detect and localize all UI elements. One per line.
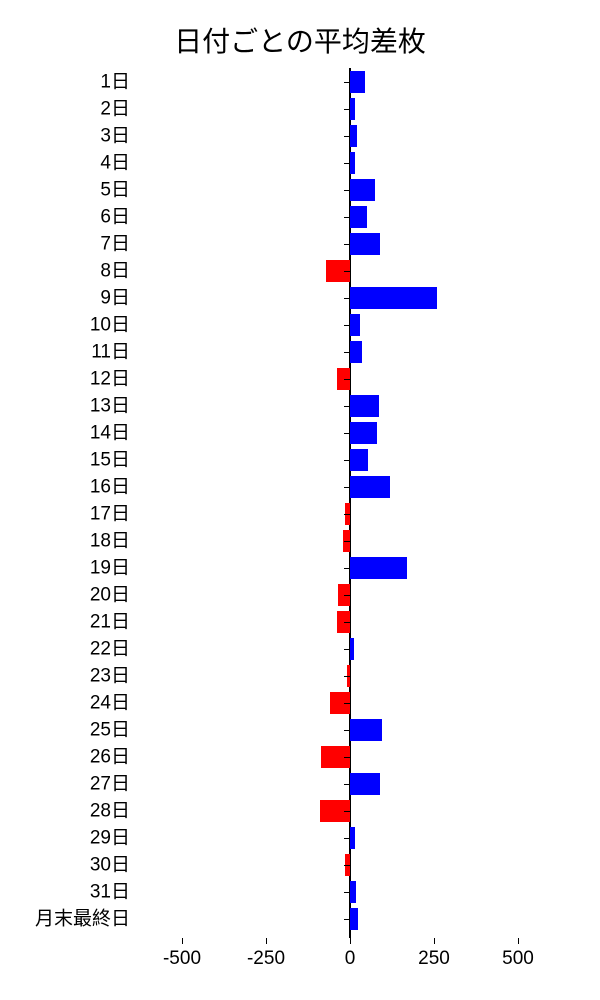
y-axis-label: 30日 bbox=[0, 856, 130, 875]
plot-area: 1日2日3日4日5日6日7日8日9日10日11日12日13日14日15日16日1… bbox=[140, 68, 560, 938]
y-tick bbox=[344, 163, 350, 164]
y-axis-label: 14日 bbox=[0, 424, 130, 443]
bar bbox=[350, 773, 380, 795]
bar bbox=[350, 908, 358, 930]
y-tick bbox=[344, 136, 350, 137]
y-tick bbox=[344, 271, 350, 272]
y-tick bbox=[344, 325, 350, 326]
y-axis-label: 4日 bbox=[0, 154, 130, 173]
y-tick bbox=[344, 838, 350, 839]
y-axis-label: 11日 bbox=[0, 343, 130, 362]
y-axis-label: 15日 bbox=[0, 451, 130, 470]
y-tick bbox=[344, 460, 350, 461]
y-tick bbox=[344, 82, 350, 83]
x-tick bbox=[182, 938, 183, 944]
y-axis-label: 17日 bbox=[0, 505, 130, 524]
y-axis-label: 20日 bbox=[0, 586, 130, 605]
y-tick bbox=[344, 703, 350, 704]
y-axis-label: 25日 bbox=[0, 721, 130, 740]
y-axis-label: 8日 bbox=[0, 262, 130, 281]
bar bbox=[350, 395, 379, 417]
chart-container: 日付ごとの平均差枚 1日2日3日4日5日6日7日8日9日10日11日12日13日… bbox=[0, 0, 600, 1000]
bar bbox=[350, 152, 355, 174]
y-axis-label: 10日 bbox=[0, 316, 130, 335]
bar bbox=[350, 881, 356, 903]
y-axis-label: 28日 bbox=[0, 802, 130, 821]
y-axis-label: 6日 bbox=[0, 208, 130, 227]
bar bbox=[350, 314, 360, 336]
x-axis-label: 250 bbox=[418, 948, 450, 970]
bar bbox=[350, 179, 375, 201]
x-tick bbox=[518, 938, 519, 944]
x-axis-label: -500 bbox=[163, 948, 201, 970]
y-tick bbox=[344, 433, 350, 434]
y-axis-label: 21日 bbox=[0, 613, 130, 632]
y-tick bbox=[344, 784, 350, 785]
x-axis-label: 500 bbox=[502, 948, 534, 970]
y-axis-label: 5日 bbox=[0, 181, 130, 200]
bar bbox=[350, 98, 355, 120]
x-tick bbox=[266, 938, 267, 944]
bar bbox=[350, 719, 382, 741]
y-tick bbox=[344, 649, 350, 650]
x-axis-label: -250 bbox=[247, 948, 285, 970]
x-tick bbox=[434, 938, 435, 944]
y-tick bbox=[344, 244, 350, 245]
chart-title: 日付ごとの平均差枚 bbox=[0, 0, 600, 70]
y-tick bbox=[344, 892, 350, 893]
y-tick bbox=[344, 757, 350, 758]
x-axis-label: 0 bbox=[345, 948, 356, 970]
y-tick bbox=[344, 622, 350, 623]
y-tick bbox=[344, 352, 350, 353]
y-tick bbox=[344, 406, 350, 407]
y-axis-label: 22日 bbox=[0, 640, 130, 659]
y-tick bbox=[344, 730, 350, 731]
y-axis-label: 9日 bbox=[0, 289, 130, 308]
y-axis-label: 1日 bbox=[0, 73, 130, 92]
y-axis-label: 19日 bbox=[0, 559, 130, 578]
y-axis-label: 3日 bbox=[0, 127, 130, 146]
y-axis-label: 23日 bbox=[0, 667, 130, 686]
x-tick bbox=[350, 938, 351, 944]
y-axis-label: 18日 bbox=[0, 532, 130, 551]
bar bbox=[350, 638, 354, 660]
y-axis-label: 13日 bbox=[0, 397, 130, 416]
y-tick bbox=[344, 298, 350, 299]
y-axis-label: 7日 bbox=[0, 235, 130, 254]
bar bbox=[350, 71, 365, 93]
bar bbox=[350, 125, 357, 147]
bar bbox=[350, 206, 367, 228]
y-tick bbox=[344, 919, 350, 920]
bar bbox=[350, 287, 437, 309]
y-axis-label: 27日 bbox=[0, 775, 130, 794]
y-tick bbox=[344, 595, 350, 596]
y-axis-label: 24日 bbox=[0, 694, 130, 713]
y-tick bbox=[344, 379, 350, 380]
y-tick bbox=[344, 190, 350, 191]
y-tick bbox=[344, 865, 350, 866]
bar bbox=[350, 449, 368, 471]
y-axis-label: 12日 bbox=[0, 370, 130, 389]
bar bbox=[350, 827, 355, 849]
y-tick bbox=[344, 487, 350, 488]
y-tick bbox=[344, 568, 350, 569]
bar bbox=[350, 422, 377, 444]
y-tick bbox=[344, 514, 350, 515]
y-tick bbox=[344, 676, 350, 677]
y-axis-label: 月末最終日 bbox=[0, 910, 130, 929]
y-tick bbox=[344, 811, 350, 812]
y-tick bbox=[344, 217, 350, 218]
bar bbox=[350, 341, 362, 363]
y-tick bbox=[344, 109, 350, 110]
y-tick bbox=[344, 541, 350, 542]
bar bbox=[350, 557, 407, 579]
bar bbox=[350, 233, 380, 255]
y-axis-label: 31日 bbox=[0, 883, 130, 902]
y-axis-label: 16日 bbox=[0, 478, 130, 497]
y-axis-label: 2日 bbox=[0, 100, 130, 119]
y-axis-label: 29日 bbox=[0, 829, 130, 848]
bar bbox=[350, 476, 390, 498]
y-axis-label: 26日 bbox=[0, 748, 130, 767]
